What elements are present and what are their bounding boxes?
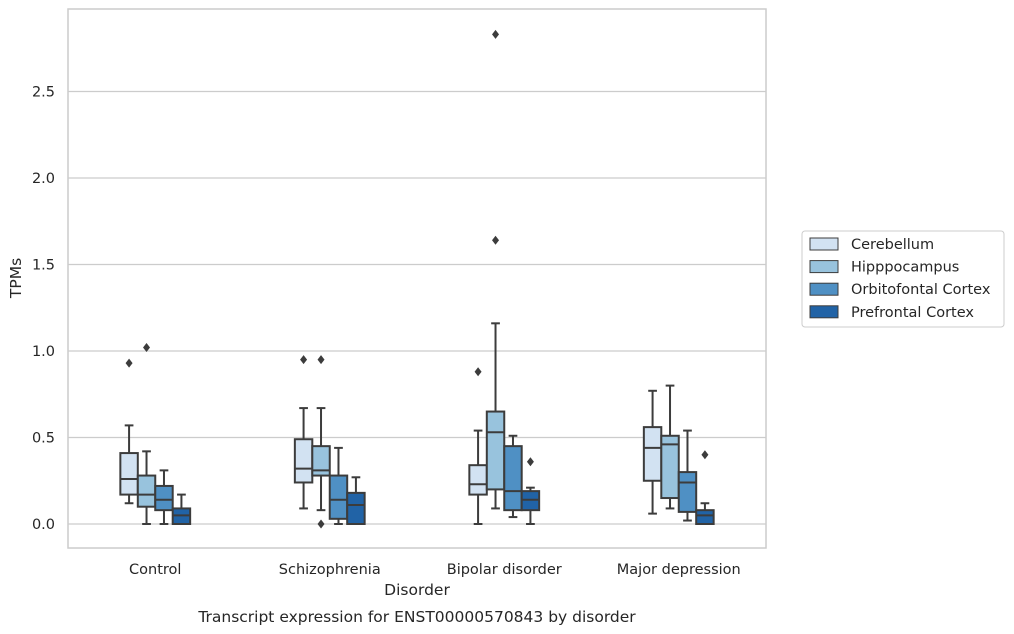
y-tick-label: 2.5	[32, 85, 55, 101]
box-3-2	[677, 429, 698, 522]
box-1-3	[346, 476, 366, 525]
outlier-point	[492, 235, 500, 245]
box-0-3	[171, 493, 192, 525]
y-gridlines	[68, 90, 766, 525]
legend-frame	[801, 230, 1005, 328]
outlier-point	[143, 343, 151, 353]
outlier-point	[526, 457, 534, 467]
box-3-1	[660, 384, 680, 510]
outlier-point	[701, 450, 709, 460]
box-0-1	[136, 343, 157, 525]
box-body	[119, 452, 139, 496]
box-2-0	[468, 367, 488, 525]
box-1-0	[293, 355, 314, 510]
y-tick-label: 2.0	[32, 171, 55, 187]
outlier-point	[474, 367, 482, 377]
box-1-1	[311, 355, 331, 529]
legend-label: Prefrontal Cortex	[851, 305, 974, 321]
box-3-0	[642, 389, 663, 515]
box-body	[154, 484, 174, 512]
legend-swatch	[809, 305, 839, 319]
box-body	[346, 491, 366, 525]
legend-label: Orbitofontal Cortex	[851, 282, 991, 298]
x-tick-label: Control	[129, 562, 181, 578]
legend: Cerebellum Hipppocampus Orbitofontal Corte…	[801, 230, 1005, 328]
box-body	[695, 509, 715, 526]
outlier-point	[492, 29, 500, 39]
box-body	[485, 410, 506, 491]
box-0-0	[119, 358, 139, 505]
legend-swatch	[809, 282, 839, 296]
x-tick-label: Major depression	[617, 562, 741, 578]
legend-label: Hipppocampus	[851, 260, 959, 276]
outlier-point	[317, 355, 325, 365]
box-body	[677, 471, 698, 513]
box-body	[660, 434, 680, 500]
box-2-3	[520, 457, 541, 525]
box-body	[503, 445, 523, 512]
outlier-point	[300, 355, 308, 365]
legend-swatch	[809, 237, 839, 251]
box-body	[642, 426, 663, 482]
y-tick-label: 0.0	[32, 517, 55, 533]
box-body	[468, 464, 488, 496]
y-tick-labels: 0.0 0.5 1.0 1.5 2.0 2.5	[32, 85, 55, 534]
y-axis-title: TPMs	[7, 258, 25, 299]
chart-caption: Transcript expression for ENST0000057084…	[197, 608, 636, 626]
y-tick-label: 1.0	[32, 344, 55, 360]
y-tick-label: 0.5	[32, 431, 55, 447]
box-1-2	[328, 446, 349, 525]
box-body	[136, 474, 157, 508]
box-2-2	[503, 434, 523, 519]
x-axis-title: Disorder	[384, 581, 450, 599]
box-body	[293, 438, 314, 484]
outlier-point	[125, 358, 133, 368]
legend-label: Cerebellum	[851, 237, 934, 253]
x-tick-label: Schizophrenia	[279, 562, 381, 578]
x-tick-label: Bipolar disorder	[447, 562, 562, 578]
outlier-point	[317, 519, 325, 529]
box-3-3	[695, 450, 715, 526]
x-tick-labels: Control Schizophrenia Bipolar disorder Majo…	[129, 562, 741, 578]
y-tick-label: 1.5	[32, 258, 55, 274]
box-2-1	[485, 29, 506, 510]
legend-swatch	[809, 260, 839, 274]
box-body	[311, 445, 331, 477]
box-body	[328, 474, 349, 520]
plot-frame	[67, 8, 767, 549]
box-0-2	[154, 469, 174, 525]
boxes	[119, 29, 715, 529]
